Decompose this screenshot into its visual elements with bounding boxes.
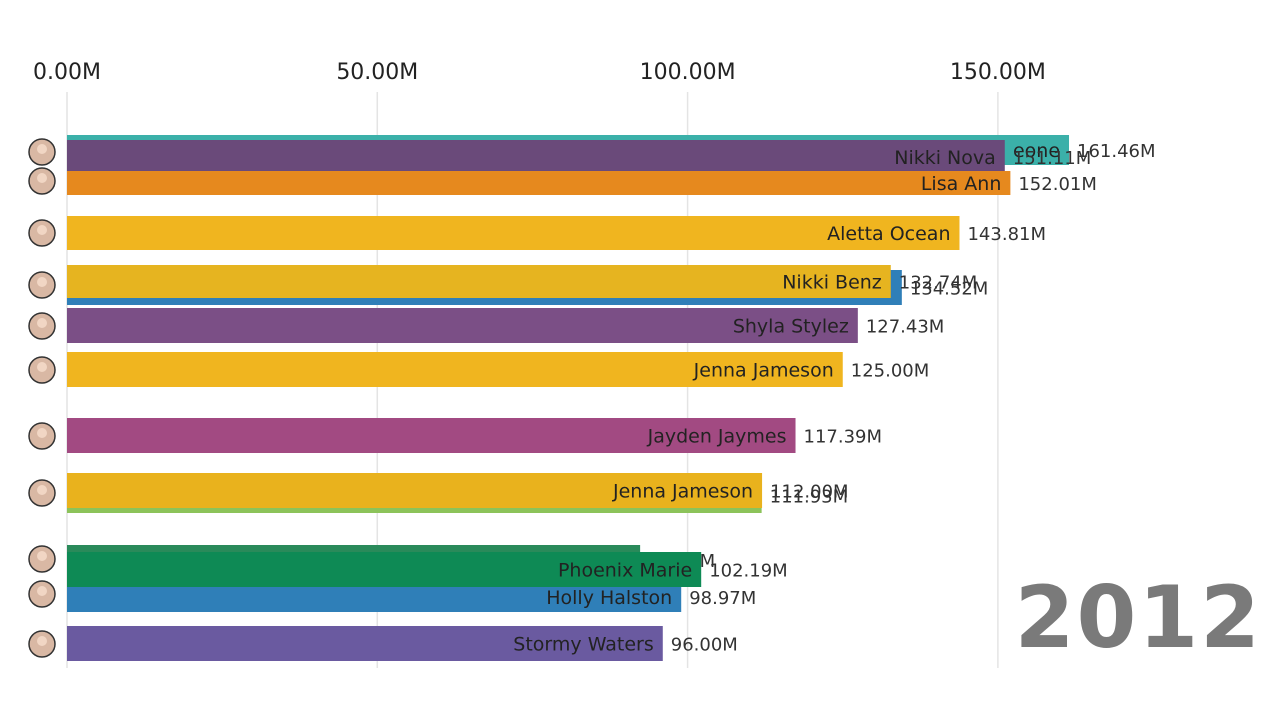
bar-group: Lisa Ann 152.01M <box>67 171 1097 195</box>
bar-group: Phoenix Marie 102.19M <box>67 552 788 587</box>
bar-value-label: 152.01M <box>1018 174 1097 195</box>
bars: eone 161.46M Nikki Nova 151.11M Lisa Ann 152.… <box>67 135 1156 661</box>
bar <box>67 473 763 508</box>
bar <box>67 216 960 250</box>
bar-name-label: Aletta Ocean <box>827 223 950 245</box>
bar <box>67 626 663 661</box>
tick-label: 0.00M <box>33 60 101 85</box>
bar-value-label: 161.46M <box>1077 141 1156 162</box>
bar <box>67 308 858 343</box>
bar-value-label: 143.81M <box>967 224 1046 245</box>
bar-value-label: 98.97M <box>689 588 756 609</box>
avatar <box>28 219 56 247</box>
bar-value-label: 96.00M <box>671 635 738 656</box>
bar-name-label: Nikki Benz <box>782 272 882 294</box>
avatar <box>28 138 56 166</box>
bar-name-label: Lisa Ann <box>921 173 1002 195</box>
bar <box>67 352 843 387</box>
avatar <box>28 422 56 450</box>
bar-group: Nikki Nova 151.11M <box>67 140 1091 174</box>
bar-group: Stormy Waters 96.00M <box>67 626 738 661</box>
avatar <box>28 271 56 299</box>
bar <box>67 418 796 453</box>
bar-group: Jayden Jaymes 117.39M <box>67 418 882 453</box>
bar-group: Shyla Stylez 127.43M <box>67 308 944 343</box>
avatar <box>28 580 56 608</box>
bar <box>67 265 891 298</box>
bar <box>67 171 1011 195</box>
bar-name-label: eone <box>1013 140 1060 162</box>
bar-value-label: 117.39M <box>804 427 883 448</box>
avatar <box>28 312 56 340</box>
tick-label: 150.00M <box>950 60 1046 85</box>
bar-value-label: 102.19M <box>709 561 788 582</box>
bar-value-label: 151.11M <box>1013 148 1092 169</box>
bar-name-label: Jayden Jaymes <box>647 426 787 448</box>
avatars <box>28 138 56 658</box>
axis-ticks: 0.00M 50.00M 100.00M 150.00M <box>33 60 1046 85</box>
bar-group: Jenna Jameson 125.00M <box>67 352 929 387</box>
bar-group: Nikki Benz 132.74M <box>67 265 977 298</box>
bar-name-label: Shyla Stylez <box>733 316 849 338</box>
avatar <box>28 356 56 384</box>
bar-value-label: 112.00M <box>770 482 849 503</box>
bar-name-label: Holly Halston <box>546 587 672 609</box>
bar-value-label: 125.00M <box>851 361 930 382</box>
period-label: 2012 <box>1014 568 1262 668</box>
bar-value-label: 111.93M <box>770 487 849 508</box>
bar-value-label: 132.74M <box>899 273 978 294</box>
bar-name-label: Jenna Jameson <box>612 481 753 503</box>
tick-label: 50.00M <box>336 60 418 85</box>
bar <box>67 552 702 587</box>
avatar <box>28 479 56 507</box>
bar-value-label: 134.52M <box>910 279 989 300</box>
avatar <box>28 545 56 573</box>
bar-value-label: 127.43M <box>866 317 945 338</box>
bar-name-label: Nikki Nova <box>894 147 996 169</box>
bar-name-label: Stormy Waters <box>513 634 653 656</box>
tick-label: 100.00M <box>640 60 736 85</box>
bar <box>67 140 1005 174</box>
bar-name-label: Jenna Jameson <box>693 360 834 382</box>
bar-group: Jenna Jameson 112.00M <box>67 473 849 508</box>
bar-name-label: Phoenix Marie <box>558 560 692 582</box>
avatar <box>28 167 56 195</box>
avatar <box>28 630 56 658</box>
bar-group: Aletta Ocean 143.81M <box>67 216 1046 250</box>
